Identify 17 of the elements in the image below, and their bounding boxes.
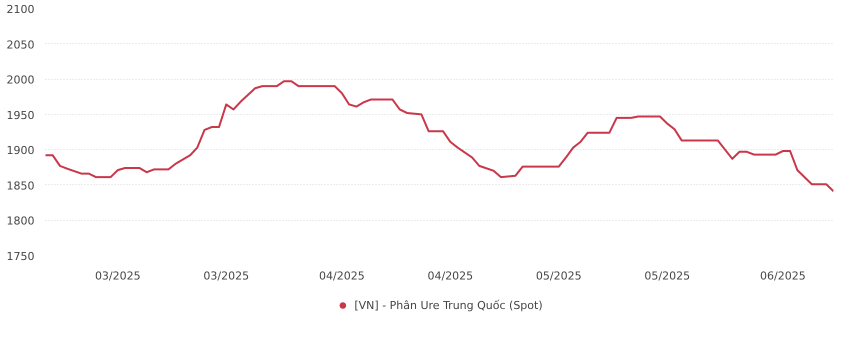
- x-tick-label: 06/2025: [760, 270, 806, 282]
- x-tick-label: 03/2025: [203, 270, 250, 282]
- y-tick-label: 2000: [6, 74, 35, 87]
- y-tick-label: 2050: [6, 38, 35, 52]
- y-tick-label: 1850: [6, 179, 35, 192]
- y-tick-label: 2100: [6, 3, 35, 16]
- y-tick-label: 1950: [6, 108, 35, 122]
- y-tick-label: 1900: [6, 144, 35, 158]
- line-series: [46, 80, 834, 192]
- legend-label: [VN] - Phân Ure Trung Quốc (Spot): [354, 298, 543, 312]
- x-tick-label: 03/2025: [94, 270, 141, 282]
- x-tick-label: 04/2025: [427, 270, 474, 282]
- y-tick-label: 1800: [6, 214, 35, 228]
- y-tick-label: 1750: [6, 250, 35, 263]
- x-tick-label: 05/2025: [536, 270, 582, 282]
- x-tick-label: 04/2025: [319, 270, 365, 282]
- x-tick-label: 05/2025: [644, 270, 690, 282]
